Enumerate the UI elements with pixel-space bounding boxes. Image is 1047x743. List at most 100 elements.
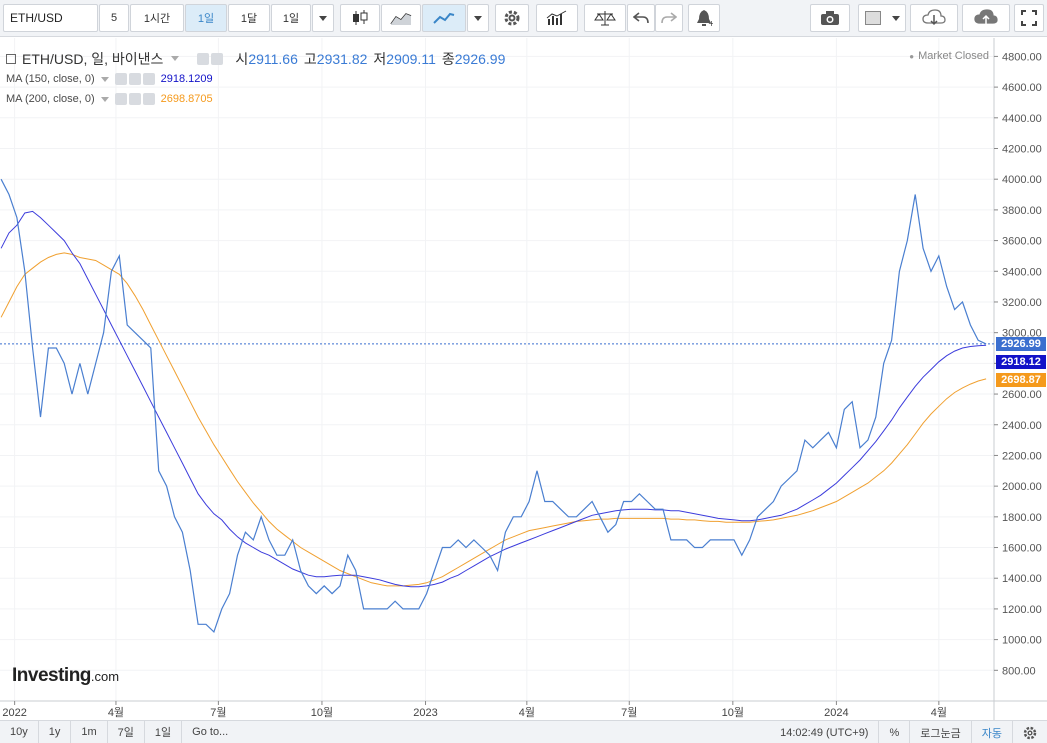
high-label: 고 xyxy=(303,50,317,67)
collapse-legend-icon[interactable] xyxy=(6,53,16,64)
price-tick-label: 2000.00 xyxy=(1002,481,1042,493)
line-chart-button[interactable] xyxy=(422,4,466,32)
interval-5-button[interactable]: 5 xyxy=(99,4,129,32)
price-tick-label: 800.00 xyxy=(1002,665,1036,677)
logo-main: Investing xyxy=(12,665,91,686)
undo-button[interactable] xyxy=(627,4,655,32)
price-tick-label: 4000.00 xyxy=(1002,174,1042,186)
price-tick-label: 2600.00 xyxy=(1002,389,1042,401)
price-tick-label: 2400.00 xyxy=(1002,420,1042,432)
svg-text:+: + xyxy=(708,19,713,27)
interval-label: 5 xyxy=(110,12,118,24)
price-tick-label: 3800.00 xyxy=(1002,205,1042,217)
last-price-badge: 2926.99 xyxy=(996,336,1046,351)
caret-down-icon[interactable] xyxy=(100,76,109,82)
settings-button[interactable] xyxy=(495,4,529,32)
chart-settings-button[interactable] xyxy=(1013,721,1047,743)
time-tick-label: 4월 xyxy=(931,706,947,719)
price-line xyxy=(0,178,987,633)
interval-1d-button[interactable]: 1일 xyxy=(185,4,227,32)
scale-icon xyxy=(594,11,616,26)
camera-icon xyxy=(821,11,839,25)
gear-icon[interactable] xyxy=(128,73,141,85)
low-label: 저 xyxy=(373,50,387,67)
eye-icon[interactable] xyxy=(197,52,210,65)
caret-down-icon[interactable] xyxy=(100,96,109,102)
time-tick-label: 2023 xyxy=(413,707,437,719)
close-icon[interactable] xyxy=(142,73,155,85)
log-scale-button[interactable]: 로그눈금 xyxy=(910,721,972,743)
auto-scale-button[interactable]: 자동 xyxy=(972,721,1013,743)
interval-label: 1일 xyxy=(197,13,215,25)
goto-date-button[interactable]: Go to... xyxy=(182,721,238,743)
legend-main-row: ETH/USD, 일, 바이낸스 시 2911.66 고 2931.82 저 2909… xyxy=(6,48,505,69)
range-10y-button[interactable]: 10y xyxy=(0,720,39,743)
gear-icon[interactable] xyxy=(128,93,141,105)
alert-icon: + xyxy=(697,10,713,27)
ma150-controls[interactable] xyxy=(114,73,155,85)
time-tick-label: 7월 xyxy=(210,706,226,719)
bottom-bar-right: 14:02:49 (UTC+9) % 로그눈금 자동 xyxy=(770,721,1047,743)
time-tick-label: 7월 xyxy=(621,706,637,719)
legend-controls[interactable] xyxy=(197,52,224,65)
eye-icon[interactable] xyxy=(114,73,127,85)
clock: 14:02:49 (UTC+9) xyxy=(770,721,880,743)
eye-icon[interactable] xyxy=(114,93,127,105)
caret-down-icon[interactable] xyxy=(171,56,180,61)
ma200-controls[interactable] xyxy=(114,93,155,105)
close-icon[interactable] xyxy=(142,93,155,105)
fullscreen-button[interactable] xyxy=(1014,4,1044,32)
snapshot-button[interactable] xyxy=(810,4,850,32)
time-tick-label: 10월 xyxy=(311,706,333,719)
gear-icon[interactable] xyxy=(211,52,224,65)
close-label: 종 xyxy=(441,50,455,67)
redo-icon xyxy=(661,12,677,24)
ma150-badge: 2918.12 xyxy=(996,355,1046,370)
alert-button[interactable]: + xyxy=(688,4,720,32)
range-label: 1일 xyxy=(154,727,172,739)
save-chart-button[interactable] xyxy=(962,4,1010,32)
indicators-button[interactable] xyxy=(536,4,578,32)
time-tick-label: 2024 xyxy=(824,707,848,719)
market-status: Market Closed xyxy=(909,50,989,62)
interval-1d-alt-button[interactable]: 1일 xyxy=(271,4,311,32)
chart-legend: ETH/USD, 일, 바이낸스 시 2911.66 고 2931.82 저 2909… xyxy=(6,48,505,109)
price-tick-label: 1400.00 xyxy=(1002,573,1042,585)
legend-ma200-row: MA (200, close, 0) 2698.8705 xyxy=(6,89,505,109)
interval-dropdown-button[interactable] xyxy=(312,4,334,32)
chart-grid xyxy=(0,38,994,701)
open-label: 시 xyxy=(235,50,249,67)
chart-type-dropdown[interactable] xyxy=(467,4,489,32)
legend-symbol-title: ETH/USD, 일, 바이낸스 xyxy=(22,50,164,67)
candlestick-button[interactable] xyxy=(340,4,380,32)
interval-1mo-button[interactable]: 1달 xyxy=(228,4,270,32)
area-chart-button[interactable] xyxy=(381,4,421,32)
candlestick-icon xyxy=(353,10,368,25)
price-axis[interactable] xyxy=(994,38,1047,701)
range-label: 10y xyxy=(10,726,28,738)
price-tick-label: 1600.00 xyxy=(1002,543,1042,555)
range-1y-button[interactable]: 1y xyxy=(39,720,72,743)
cloud-download-icon xyxy=(922,9,946,26)
investing-logo: Investing.com xyxy=(12,665,119,687)
ma200-legend-label: MA (200, close, 0) xyxy=(6,93,95,105)
legend-ma150-row: MA (150, close, 0) 2918.1209 xyxy=(6,69,505,89)
range-1d-button[interactable]: 1일 xyxy=(145,720,183,743)
percent-scale-button[interactable]: % xyxy=(879,721,911,743)
interval-1h-button[interactable]: 1시간 xyxy=(130,4,184,32)
symbol-text: ETH/USD xyxy=(10,11,63,25)
ma200-legend-value: 2698.8705 xyxy=(160,93,213,105)
range-label: 1y xyxy=(48,726,61,738)
range-1m-button[interactable]: 1m xyxy=(71,720,108,743)
load-chart-button[interactable] xyxy=(910,4,958,32)
symbol-input[interactable]: ETH/USD xyxy=(3,4,98,32)
price-chart[interactable]: 800.00 1000.00 1200.00 1400.00 1600.00 1800.0… xyxy=(0,38,1047,720)
range-7d-button[interactable]: 7일 xyxy=(108,720,145,743)
time-tick-label: 4월 xyxy=(519,706,535,719)
price-tick-label: 4400.00 xyxy=(1002,113,1042,125)
drawing-style-dropdown[interactable] xyxy=(858,4,906,32)
area-chart-icon xyxy=(390,13,412,25)
compare-button[interactable] xyxy=(584,4,626,32)
redo-button[interactable] xyxy=(655,4,683,32)
gear-icon xyxy=(1023,726,1037,739)
